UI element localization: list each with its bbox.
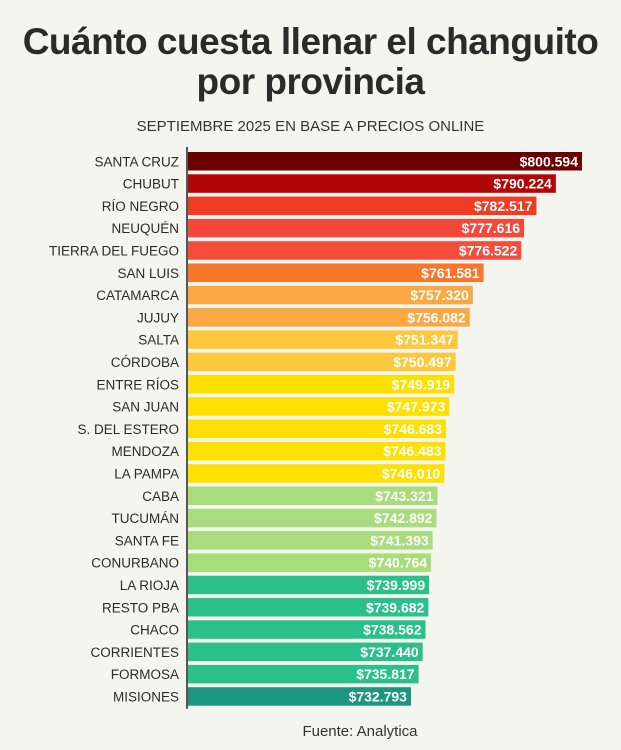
bar <box>188 687 411 706</box>
bar <box>188 419 447 439</box>
value-label: $740.764 <box>369 555 428 571</box>
bar <box>188 531 433 550</box>
value-label: $800.594 <box>520 153 579 169</box>
bar <box>188 464 445 483</box>
bar <box>188 241 522 260</box>
chart-title: Cuánto cuesta llenar el changuito por pro… <box>22 21 599 102</box>
bar <box>188 152 582 171</box>
bar <box>188 330 458 349</box>
bar <box>188 375 455 394</box>
category-label: S. DEL ESTERO <box>77 422 179 437</box>
value-label: $747.973 <box>387 399 446 415</box>
category-label: SANTA CRUZ <box>94 154 179 169</box>
category-label: SAN LUIS <box>117 266 179 281</box>
bar <box>188 285 473 305</box>
bar <box>188 174 556 193</box>
category-label: SANTA FE <box>115 533 179 548</box>
value-label: $732.793 <box>349 688 408 704</box>
value-label: $756.082 <box>407 309 466 325</box>
bar <box>188 575 430 595</box>
bar <box>188 308 470 327</box>
category-label: SALTA <box>138 333 179 348</box>
value-label: $742.892 <box>374 510 433 526</box>
value-label: $777.616 <box>462 220 521 236</box>
category-label: CÓRDOBA <box>111 355 179 370</box>
bar <box>188 397 450 416</box>
bar <box>188 642 423 662</box>
category-label: RÍO NEGRO <box>102 199 179 214</box>
category-label: SAN JUAN <box>112 400 179 415</box>
value-label: $749.919 <box>392 376 451 392</box>
category-label: TIERRA DEL FUEGO <box>49 243 179 258</box>
category-label: NEUQUÉN <box>111 221 179 236</box>
bar <box>188 196 537 216</box>
value-label: $776.522 <box>459 242 518 258</box>
value-label: $743.321 <box>375 488 434 504</box>
value-label: $738.562 <box>363 622 422 638</box>
category-label: CORRIENTES <box>90 645 179 660</box>
bar <box>188 620 426 639</box>
value-label: $746.483 <box>383 443 442 459</box>
category-label: LA RIOJA <box>120 578 179 593</box>
category-label: CONURBANO <box>91 556 179 571</box>
value-label: $761.581 <box>421 265 480 281</box>
value-label: $739.999 <box>367 577 426 593</box>
value-label: $735.817 <box>356 666 415 682</box>
value-label: $741.393 <box>370 532 429 548</box>
bar <box>188 486 438 505</box>
value-label: $737.440 <box>360 644 419 660</box>
bar <box>188 441 446 461</box>
category-label: RESTO PBA <box>102 600 179 615</box>
value-label: $746.010 <box>382 465 441 481</box>
category-label: TUCUMÁN <box>112 511 180 526</box>
bar <box>188 664 419 684</box>
category-label: CHACO <box>130 623 179 638</box>
category-label: FORMOSA <box>111 667 179 682</box>
bar <box>188 263 484 282</box>
category-label: MISIONES <box>113 689 179 704</box>
value-label: $782.517 <box>474 198 533 214</box>
category-label: CABA <box>142 489 179 504</box>
value-label: $790.224 <box>493 176 552 192</box>
source-note: Fuente: Analytica <box>302 723 418 740</box>
value-label: $739.682 <box>366 599 425 615</box>
bar <box>188 553 432 572</box>
value-label: $757.320 <box>410 287 469 303</box>
chart-subtitle: SEPTIEMBRE 2025 EN BASE A PRECIOS ONLINE <box>136 118 485 135</box>
category-label: CHUBUT <box>123 177 179 192</box>
value-label: $750.497 <box>393 354 452 370</box>
bar <box>188 598 429 617</box>
value-label: $751.347 <box>395 332 454 348</box>
category-label: MENDOZA <box>112 444 180 459</box>
bar <box>188 218 525 238</box>
bar <box>188 352 456 372</box>
category-label: ENTRE RÍOS <box>96 377 179 392</box>
category-label: LA PAMPA <box>114 466 179 481</box>
bar <box>188 508 437 528</box>
category-label: JUJUY <box>137 310 179 325</box>
category-label: CATAMARCA <box>96 288 179 303</box>
value-label: $746.683 <box>384 421 443 437</box>
